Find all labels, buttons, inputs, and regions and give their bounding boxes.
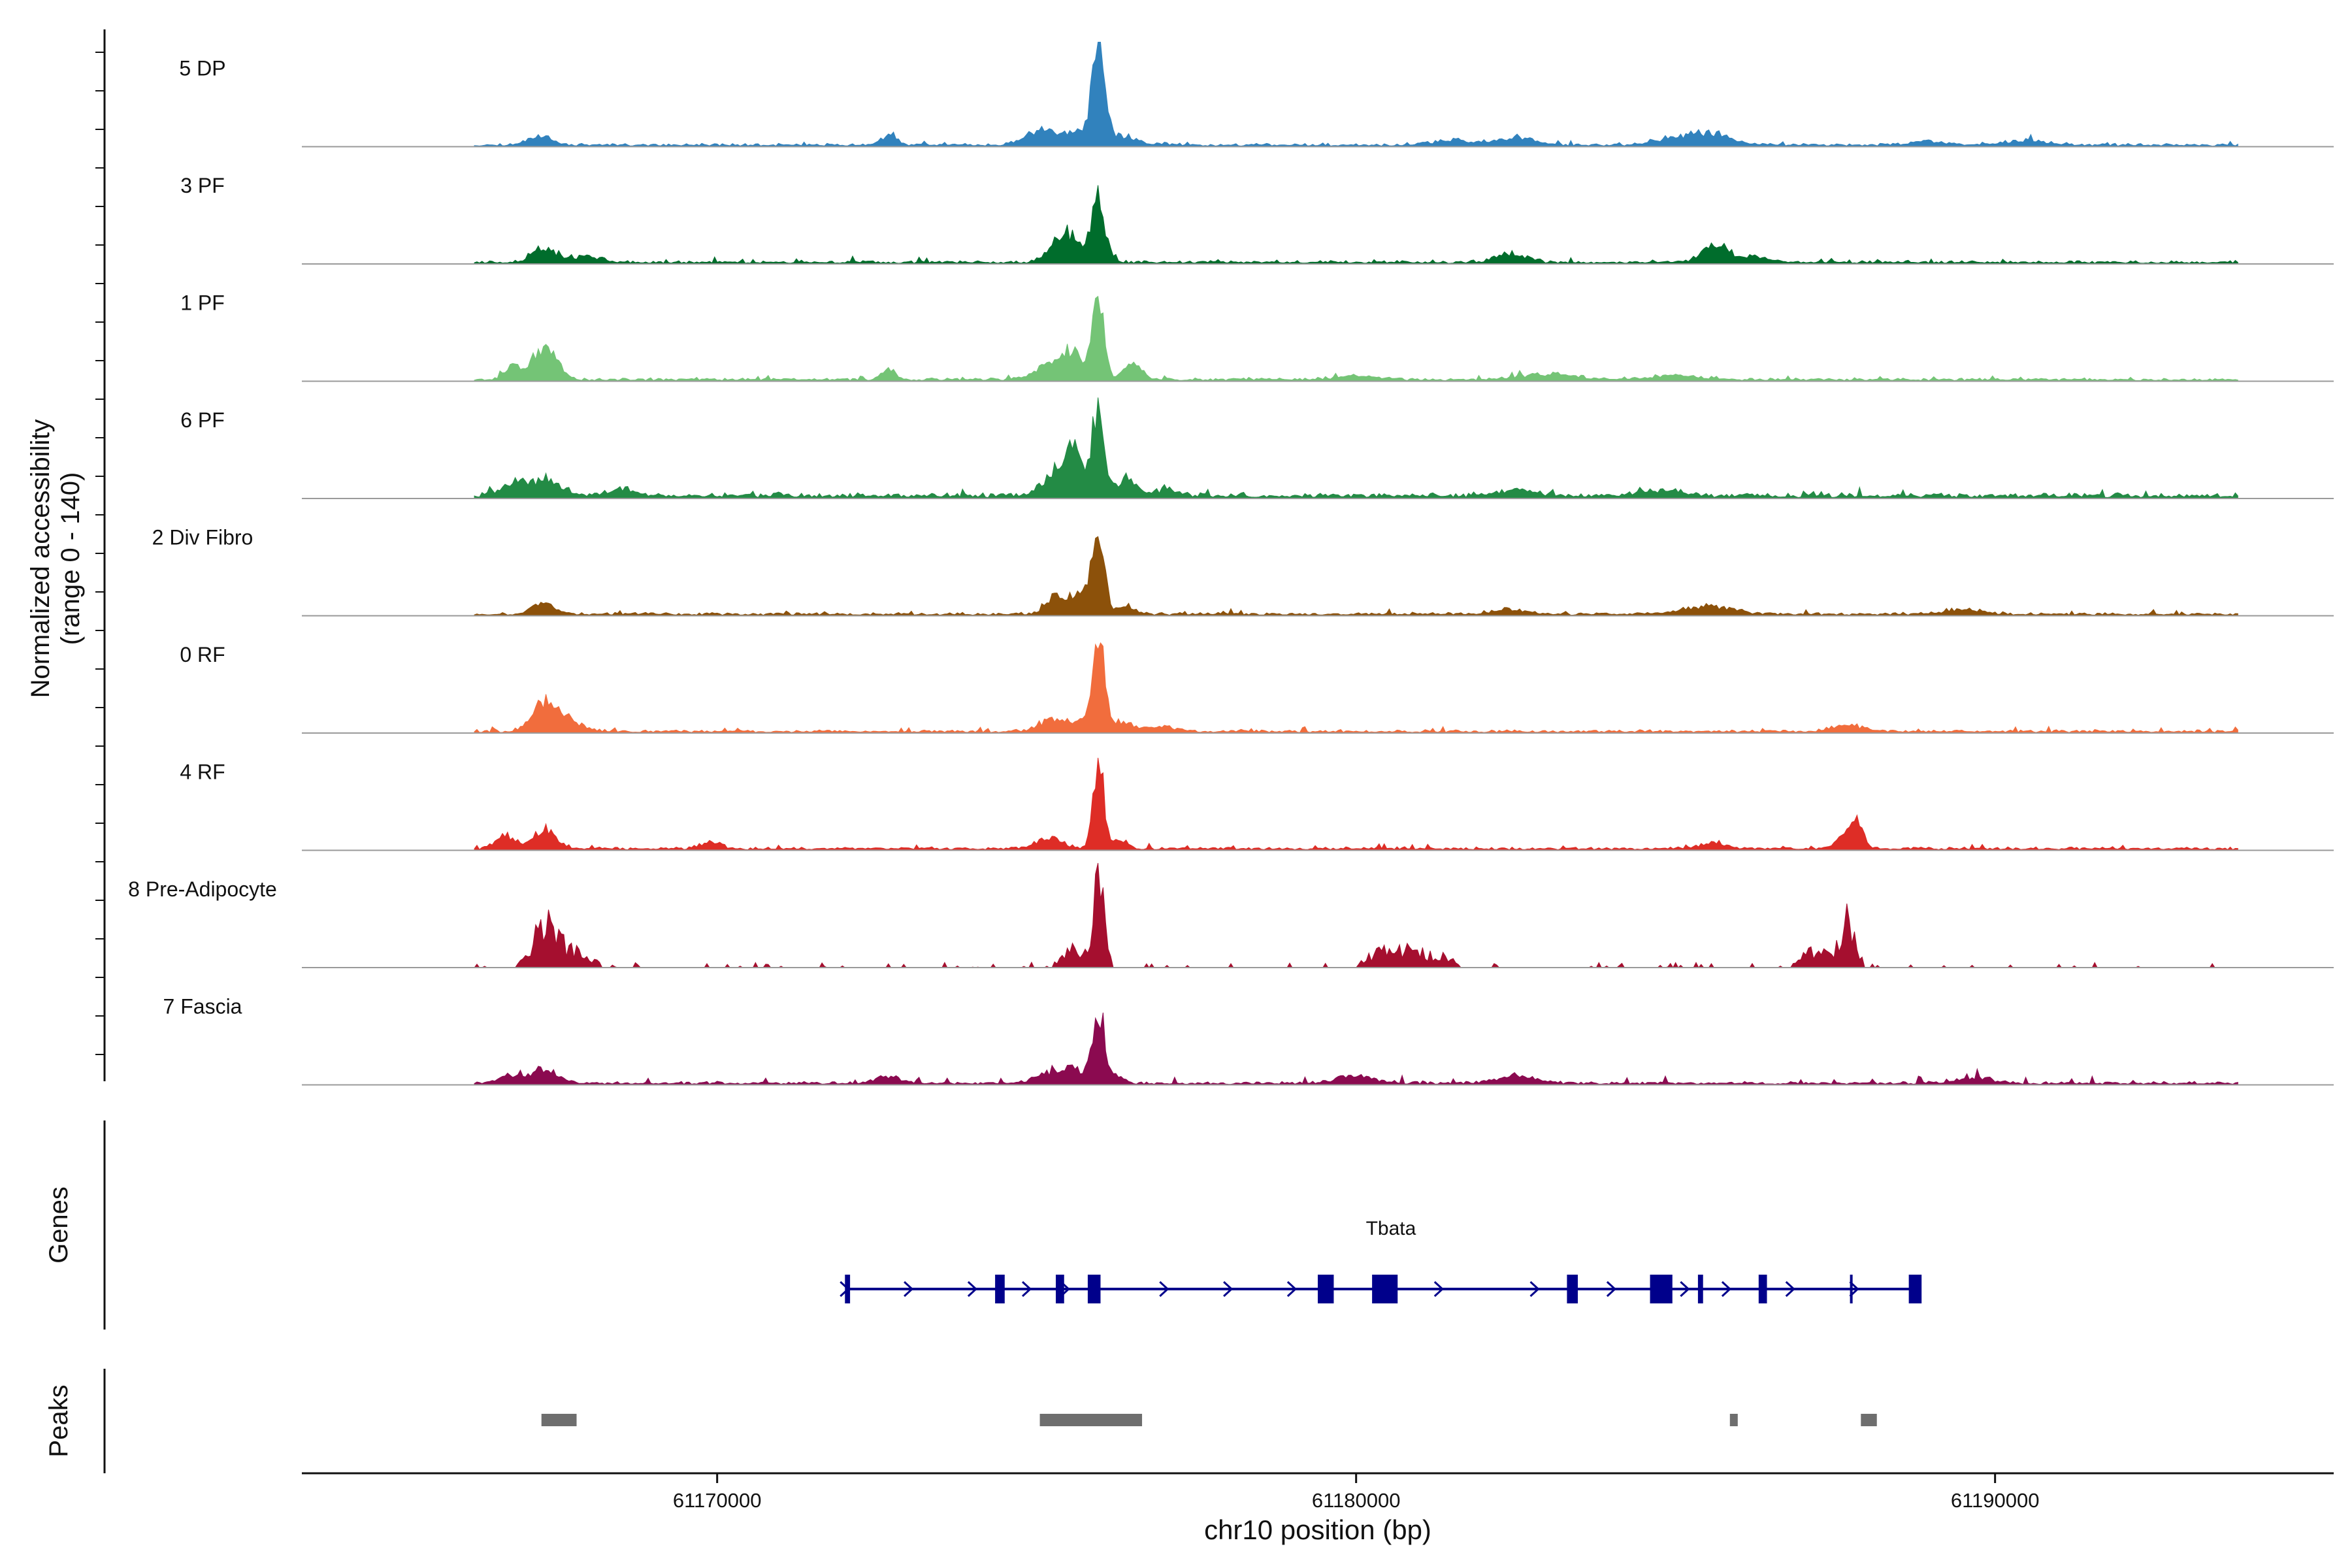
coverage-tracks: 5 DP 3 PF 1 PF 6 PF 2 Div Fibro 0 RF 4 RF 8 Pre… xyxy=(128,42,2334,1086)
strand-arrow xyxy=(1785,1281,1795,1298)
track-label: 4 RF xyxy=(180,760,225,784)
coverage-area xyxy=(474,536,2238,616)
track-1-pf: 1 PF xyxy=(180,291,2334,382)
track-7-fascia: 7 Fascia xyxy=(163,995,2334,1086)
coverage-area xyxy=(474,42,2238,147)
track-label: 3 PF xyxy=(180,174,225,197)
track-label: 5 DP xyxy=(179,57,225,80)
x-tick-label: 61180000 xyxy=(1312,1489,1401,1512)
track-6-pf: 6 PF xyxy=(180,397,2334,499)
track-label: 0 RF xyxy=(180,643,225,666)
strand-arrow xyxy=(1022,1281,1032,1298)
coverage-area xyxy=(474,1012,2238,1085)
y-axis-title-line2: (range 0 - 140) xyxy=(56,472,85,645)
peak-region xyxy=(1039,1414,1143,1426)
track-label: 6 PF xyxy=(180,408,225,432)
y-axis-title-line1: Normalized accessibility xyxy=(26,419,55,698)
coverage-axis-ticks xyxy=(95,52,105,1055)
coverage-area xyxy=(474,862,2238,969)
coverage-area xyxy=(474,295,2238,382)
track-4-rf: 4 RF xyxy=(180,757,2334,851)
track-label: 1 PF xyxy=(180,291,225,315)
track-3-pf: 3 PF xyxy=(180,174,2334,265)
strand-arrow xyxy=(1433,1281,1445,1298)
gene-exon xyxy=(1567,1275,1578,1303)
gene-exon xyxy=(1758,1275,1767,1303)
x-tick-label: 61170000 xyxy=(673,1489,762,1512)
x-axis-ticks: 61170000 61180000 61190000 xyxy=(673,1473,2040,1512)
peak-regions xyxy=(541,1414,1877,1426)
gene-exon xyxy=(1697,1275,1703,1303)
gene-exon xyxy=(1372,1275,1398,1303)
track-label: 8 Pre-Adipocyte xyxy=(128,877,277,901)
strand-arrow xyxy=(1223,1281,1233,1298)
coverage-area xyxy=(474,397,2238,499)
track-5-dp: 5 DP xyxy=(179,42,2334,148)
track-2-div-fibro: 2 Div Fibro xyxy=(152,526,2334,617)
y-axis-title: Normalized accessibility (range 0 - 140) xyxy=(26,419,85,698)
gene-name-label: Tbata xyxy=(1366,1218,1416,1239)
strand-arrow xyxy=(1286,1281,1298,1298)
coverage-area xyxy=(474,642,2238,734)
strand-arrow xyxy=(1529,1281,1540,1298)
strand-arrow xyxy=(1680,1281,1690,1298)
peaks-track-label: Peaks xyxy=(44,1384,73,1457)
gene-exon xyxy=(1056,1275,1064,1303)
peak-region xyxy=(541,1414,577,1426)
peak-region xyxy=(1729,1414,1738,1426)
strand-arrow xyxy=(967,1281,978,1298)
gene-exon xyxy=(1908,1275,1922,1303)
coverage-area xyxy=(474,757,2238,851)
strand-arrow xyxy=(1606,1281,1617,1298)
track-8-pre-adipocyte: 8 Pre-Adipocyte xyxy=(128,862,2334,969)
strand-arrow xyxy=(904,1281,914,1298)
genes-track-label: Genes xyxy=(44,1186,73,1264)
peak-region xyxy=(1861,1414,1877,1426)
strand-arrow xyxy=(1060,1281,1070,1298)
strand-arrow xyxy=(1721,1281,1732,1298)
coverage-area xyxy=(474,185,2238,265)
x-tick-label: 61190000 xyxy=(1951,1489,2040,1512)
gene-model xyxy=(840,1275,1922,1303)
strand-arrow xyxy=(1159,1281,1169,1298)
track-0-rf: 0 RF xyxy=(180,642,2334,734)
gene-exon xyxy=(1650,1275,1673,1303)
gene-exon xyxy=(995,1275,1005,1303)
track-label: 7 Fascia xyxy=(163,995,242,1019)
x-axis-title: chr10 position (bp) xyxy=(1204,1514,1431,1545)
track-label: 2 Div Fibro xyxy=(152,526,253,549)
strand-arrow xyxy=(840,1281,850,1298)
gene-exon xyxy=(1087,1275,1101,1303)
gene-exon xyxy=(1318,1275,1334,1303)
